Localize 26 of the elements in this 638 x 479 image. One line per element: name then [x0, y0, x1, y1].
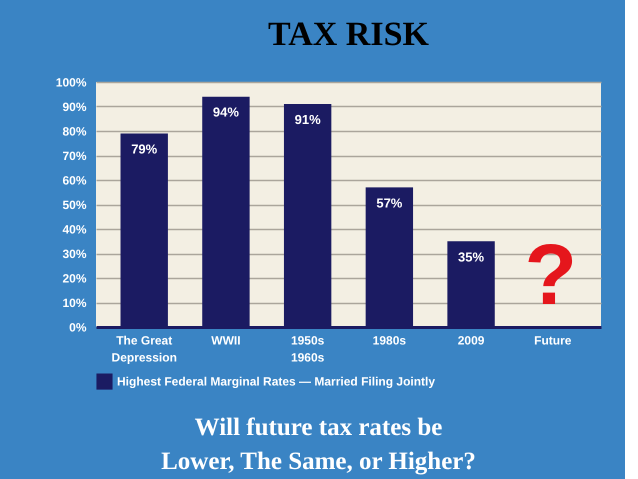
chart-title: TAX RISK — [268, 16, 430, 53]
text: Will future tax rates be Lower, The Same, or Higher? — [161, 414, 476, 475]
y-tick-label: 20% — [62, 272, 87, 286]
data-label: 91% — [294, 112, 322, 128]
x-tick-label: The Great Depression — [112, 334, 177, 364]
y-tick-label: 30% — [62, 247, 87, 261]
annotation: ? — [524, 227, 578, 323]
legend-label: Highest Federal Marginal Rates — Married Filing Jointly — [117, 374, 436, 388]
x-tick-label: 1950s 1960s — [290, 334, 325, 364]
y-tick-label: 60% — [62, 174, 87, 188]
x-tick-label: WWII — [211, 334, 241, 348]
y-tick-label: 80% — [62, 124, 87, 138]
x-tick-label: 2009 — [458, 334, 485, 348]
y-tick-label: 10% — [62, 296, 87, 310]
data-label: 57% — [376, 195, 403, 210]
y-tick-label: 0% — [69, 320, 87, 334]
x-tick-label: Future — [534, 334, 572, 348]
data-label: 79% — [131, 141, 158, 156]
y-tick-label: 40% — [62, 222, 87, 236]
y-tick-label: 50% — [62, 198, 87, 212]
data-label: 35% — [458, 249, 485, 264]
y-tick-label: 70% — [62, 149, 87, 163]
data-label: 94% — [212, 104, 240, 120]
y-tick-label: 90% — [62, 100, 87, 114]
y-tick-label: 100% — [56, 76, 87, 90]
x-tick-label: 1980s — [372, 334, 406, 348]
